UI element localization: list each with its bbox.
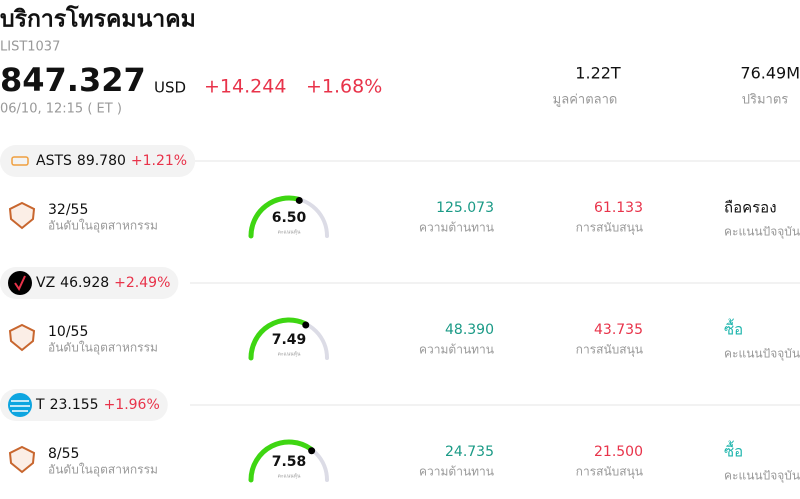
resistance-label: ความต้านทาน [419, 221, 494, 235]
industry-rank-label: อันดับในอุตสาหกรรม [48, 219, 158, 234]
gauge-fill [248, 439, 314, 483]
score: 6.50 [272, 210, 307, 226]
industry-rank: 10/55 [48, 324, 88, 340]
resistance-label: ความต้านทาน [419, 465, 494, 479]
change: +14.244 [204, 76, 286, 98]
score-label: คะแนนหุ้น [278, 473, 301, 480]
code: LIST1037 [0, 40, 60, 55]
currency: USD [154, 79, 186, 97]
title: บริการโทรคมนาคม [0, 5, 196, 33]
support: 43.735 [594, 322, 643, 338]
peer-ticker: T [35, 397, 45, 413]
rating-label: คะแนนปัจจุบัน [724, 347, 800, 362]
score-label: คะแนนหุ้น [278, 351, 301, 358]
peer-pill [0, 389, 168, 421]
support: 61.133 [594, 200, 643, 216]
score-label: คะแนนหุ้น [278, 229, 301, 236]
peer-pill [0, 267, 179, 299]
industry-rank-label: อันดับในอุตสาหกรรม [48, 341, 158, 356]
support-label: การสนับสนุน [576, 343, 643, 358]
peer-ticker: ASTS [36, 153, 72, 169]
rating: ถือครอง [724, 199, 777, 217]
gauge-fill [248, 195, 301, 239]
industry-rank: 32/55 [48, 202, 88, 218]
shield-icon [8, 201, 36, 230]
score: 7.49 [272, 332, 307, 348]
rating-label: คะแนนปัจจุบัน [724, 469, 800, 484]
stat-value: 1.22T [575, 64, 621, 83]
support: 21.500 [594, 444, 643, 460]
logo [8, 393, 32, 417]
logo-lines [10, 400, 30, 412]
gauge-dot [295, 196, 303, 204]
peer-ticker: VZ [36, 275, 55, 291]
industry-rank-label: อันดับในอุตสาหกรรม [48, 463, 158, 478]
resistance: 125.073 [436, 200, 494, 216]
stat-label: ปริมาตร [742, 93, 789, 108]
score: 7.58 [272, 454, 307, 470]
stat-label: มูลค่าตลาด [553, 93, 618, 108]
gauge-dot [308, 447, 316, 455]
rating-label: คะแนนปัจจุบัน [724, 225, 800, 240]
peer-change: +2.49% [114, 275, 170, 291]
peer-pill [0, 145, 196, 177]
peer-change: +1.21% [131, 153, 187, 169]
shield-icon [8, 445, 36, 474]
logo [11, 156, 29, 166]
peer-price: 46.928 [60, 275, 109, 291]
support-label: การสนับสนุน [576, 465, 643, 480]
support-label: การสนับสนุน [576, 221, 643, 236]
logo-check [14, 275, 26, 292]
datetime: 06/10, 12:15 ( ET ) [0, 102, 122, 117]
gauge-dot [302, 321, 310, 329]
change-percent: +1.68% [306, 76, 382, 98]
price: 847.327 [0, 61, 146, 99]
gauge-fill [248, 317, 308, 361]
peer-price: 89.780 [77, 153, 126, 169]
rating: ซื้อ [724, 319, 743, 339]
stat-value: 76.49M [740, 64, 800, 83]
rating: ซื้อ [724, 441, 743, 461]
peer-price: 23.155 [50, 397, 99, 413]
peer-change: +1.96% [104, 397, 160, 413]
industry-rank: 8/55 [48, 446, 79, 462]
logo [8, 271, 32, 295]
resistance-label: ความต้านทาน [419, 343, 494, 357]
resistance: 24.735 [445, 444, 494, 460]
shield-icon [8, 323, 36, 352]
resistance: 48.390 [445, 322, 494, 338]
